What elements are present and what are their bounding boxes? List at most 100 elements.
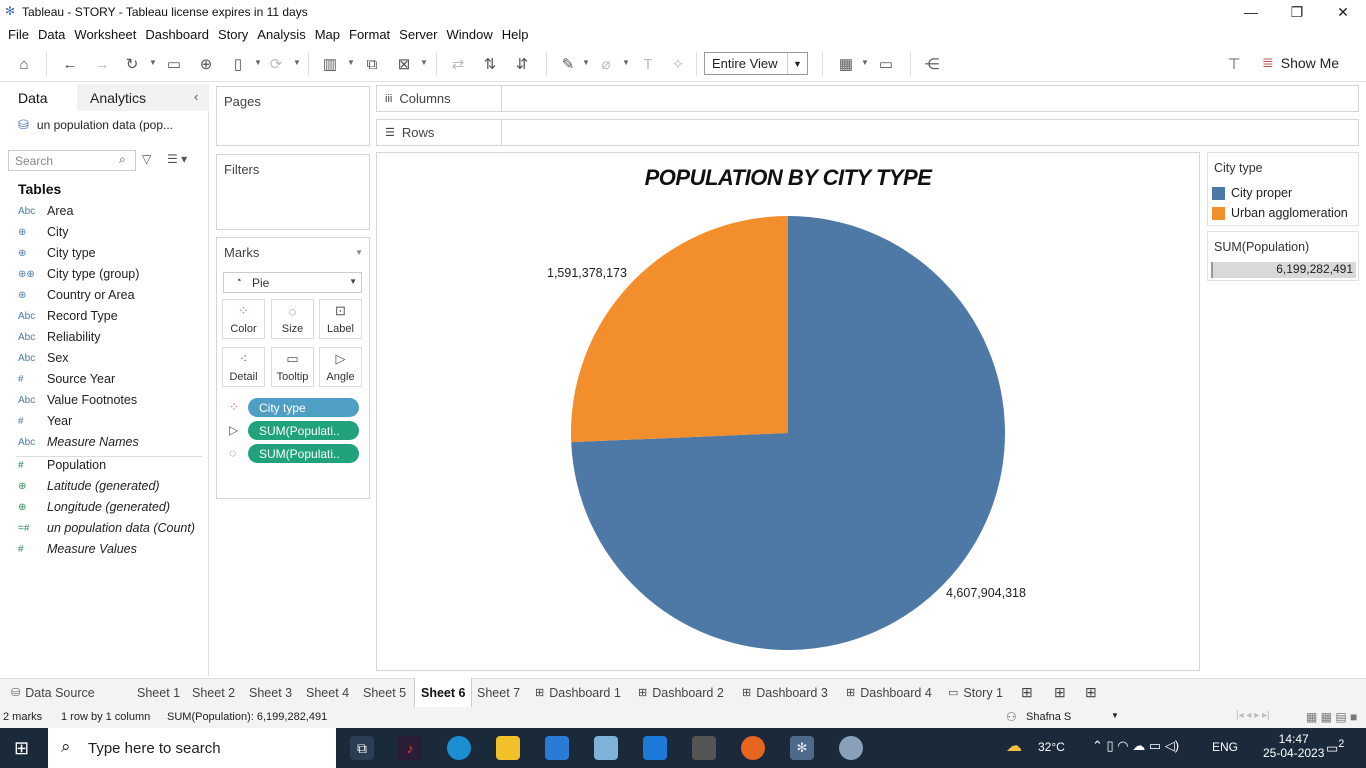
menu-analysis[interactable]: Analysis <box>257 26 306 42</box>
search-input[interactable]: Search <box>8 150 136 171</box>
angle-button[interactable]: ▷ Angle <box>319 347 362 387</box>
field-year[interactable]: # Year <box>18 411 72 431</box>
taskbar-search[interactable]: ⌕ Type here to search <box>48 728 336 768</box>
show-me-button[interactable]: ≣ Show Me <box>1262 54 1339 71</box>
photo-app-icon[interactable] <box>692 736 716 760</box>
format-paint-icon[interactable]: ⊤ <box>1227 56 1241 73</box>
tab-story-1[interactable]: ▭ Story 1 <box>945 678 1006 707</box>
field-measure-names[interactable]: Abc Measure Names <box>18 432 139 452</box>
home-icon[interactable]: ⌂ <box>19 55 29 73</box>
field-value-footnotes[interactable]: Abc Value Footnotes <box>18 390 137 410</box>
labels-icon[interactable]: T <box>643 55 653 73</box>
new-worksheet-tab-icon[interactable]: ⊞ <box>1021 684 1033 700</box>
language[interactable]: ENG <box>1212 740 1239 754</box>
presentation-icon[interactable]: ▭ <box>878 56 894 73</box>
tab-sheet-4[interactable]: Sheet 4 <box>306 685 350 700</box>
menu-story[interactable]: Story <box>217 26 249 42</box>
fit-dropdown[interactable]: Entire View ▼ <box>704 52 808 75</box>
tiktok-icon[interactable]: ♪ <box>398 736 422 760</box>
menu-window[interactable]: Window <box>446 26 493 42</box>
highlight-icon[interactable]: ✎ <box>561 56 575 73</box>
swap-icon[interactable]: ↻ <box>125 56 139 73</box>
file-explorer-icon[interactable] <box>496 736 520 760</box>
share-icon[interactable]: ⋲ <box>924 56 940 73</box>
field-measure-values[interactable]: # Measure Values <box>18 539 137 559</box>
columns-shelf[interactable]: iii Columns <box>376 85 1359 112</box>
sheet-nav-icon[interactable]: |◂ ◂ ▸ ▸| <box>1236 710 1270 721</box>
windows-start-icon[interactable]: ⊞ <box>14 738 30 758</box>
field-population[interactable]: # Population <box>18 455 106 475</box>
temperature[interactable]: 32°C <box>1038 740 1065 754</box>
mark-type-dropdown[interactable]: ◔ Pie ▼ <box>223 272 362 293</box>
field-area[interactable]: Abc Area <box>18 201 73 221</box>
tooltip-button[interactable]: ▭ Tooltip <box>271 347 314 387</box>
size-button[interactable]: ◌ Size <box>271 299 314 339</box>
view-toggle-icon[interactable]: ▦ ▦ ▤ ■ <box>1306 710 1358 724</box>
detail-button[interactable]: ⁖ Detail <box>222 347 265 387</box>
paint-icon[interactable] <box>839 736 863 760</box>
menu-data[interactable]: Data <box>37 26 66 42</box>
field-reliability[interactable]: Abc Reliability <box>18 327 101 347</box>
menu-dashboard[interactable]: Dashboard <box>145 26 209 42</box>
tab-data[interactable]: Data <box>0 84 77 111</box>
show-cards-icon[interactable]: ▦ <box>838 56 854 73</box>
filter-icon[interactable]: ▽ <box>142 152 152 166</box>
task-view-icon[interactable]: ⧉ <box>350 736 374 760</box>
notification-icon[interactable]: ▭2 <box>1326 738 1345 756</box>
sum-population-angle-pill[interactable]: SUM(Populati.. <box>248 421 359 440</box>
menu-map[interactable]: Map <box>314 26 340 42</box>
restore-button[interactable]: ❐ <box>1290 3 1304 20</box>
status-user[interactable]: Shafna S <box>1026 711 1072 723</box>
store-icon[interactable] <box>545 736 569 760</box>
menu-format[interactable]: Format <box>349 26 391 42</box>
sum-population-size-pill[interactable]: SUM(Populati.. <box>248 444 359 463</box>
new-datasource-icon[interactable]: ⊕ <box>199 56 213 73</box>
tab-sheet-6[interactable]: Sheet 6 <box>414 678 473 707</box>
tray-icons[interactable]: ⌃ ▯ ◠ ☁ ▭ ◁) <box>1092 738 1180 753</box>
chevron-down-icon[interactable]: ▼ <box>1111 711 1119 720</box>
undo-icon[interactable]: ← <box>62 55 78 73</box>
sum-legend[interactable]: SUM(Population) 6,199,282,491 <box>1207 231 1359 281</box>
pie-chart[interactable] <box>560 206 1020 656</box>
color-legend[interactable]: City type City proper Urban agglomeratio… <box>1207 152 1359 226</box>
minimize-button[interactable]: — <box>1244 4 1258 20</box>
tab-sheet-7[interactable]: Sheet 7 <box>477 685 521 700</box>
city-type-pill[interactable]: City type <box>248 398 359 417</box>
legend-item-urban-agglomeration[interactable]: Urban agglomeration <box>1212 206 1348 220</box>
refresh-icon[interactable]: ⟳ <box>269 56 283 73</box>
filters-card[interactable]: Filters <box>216 154 370 230</box>
tab-sheet-1[interactable]: Sheet 1 <box>137 685 181 700</box>
tab-dashboard-4[interactable]: ⊞ Dashboard 4 <box>843 678 935 707</box>
view-options-icon[interactable]: ☰ ▾ <box>167 152 188 166</box>
close-button[interactable]: ✕ <box>1337 3 1349 20</box>
tab-sheet-5[interactable]: Sheet 5 <box>363 685 407 700</box>
sort-descending-icon[interactable]: ⇵ <box>515 56 529 73</box>
field-latitude-generated[interactable]: ⊕ Latitude (generated) <box>18 476 160 496</box>
redo-icon[interactable]: → <box>94 55 110 73</box>
weather-icon[interactable]: ☁ <box>1006 738 1022 755</box>
new-story-tab-icon[interactable]: ⊞ <box>1085 684 1097 700</box>
firefox-icon[interactable] <box>741 736 765 760</box>
field-source-year[interactable]: # Source Year <box>18 369 115 389</box>
pie-slice-urban-agglomeration[interactable] <box>571 216 788 443</box>
pages-card[interactable]: Pages <box>216 86 370 146</box>
fix-axes-icon[interactable]: ✧ <box>671 56 685 73</box>
tableau-taskbar-icon[interactable]: ✻ <box>790 736 814 760</box>
tab-dashboard-2[interactable]: ⊞ Dashboard 2 <box>635 678 727 707</box>
collapse-pane-icon[interactable]: ‹ <box>194 89 199 104</box>
new-dashboard-tab-icon[interactable]: ⊞ <box>1054 684 1066 700</box>
field-city[interactable]: ⊕ City <box>18 222 69 242</box>
menu-worksheet[interactable]: Worksheet <box>74 26 137 42</box>
field-record-type[interactable]: Abc Record Type <box>18 306 118 326</box>
swap-rows-columns-icon[interactable]: ⇄ <box>451 56 465 73</box>
notes-icon[interactable] <box>594 736 618 760</box>
tab-analytics[interactable]: Analytics <box>77 84 209 111</box>
clear-sheet-icon[interactable]: ⊠ <box>397 56 411 73</box>
field-country-or-area[interactable]: ⊕ Country or Area <box>18 285 135 305</box>
pie-slice-city-proper[interactable] <box>571 216 1005 650</box>
marks-menu-icon[interactable]: ▼ <box>355 248 363 257</box>
color-button[interactable]: ⁘ Color <box>222 299 265 339</box>
clock[interactable]: 14:47 25-04-2023 <box>1263 732 1324 760</box>
field-city-type-group[interactable]: ⊕⊕ City type (group) <box>18 264 139 284</box>
tab-sheet-3[interactable]: Sheet 3 <box>249 685 293 700</box>
